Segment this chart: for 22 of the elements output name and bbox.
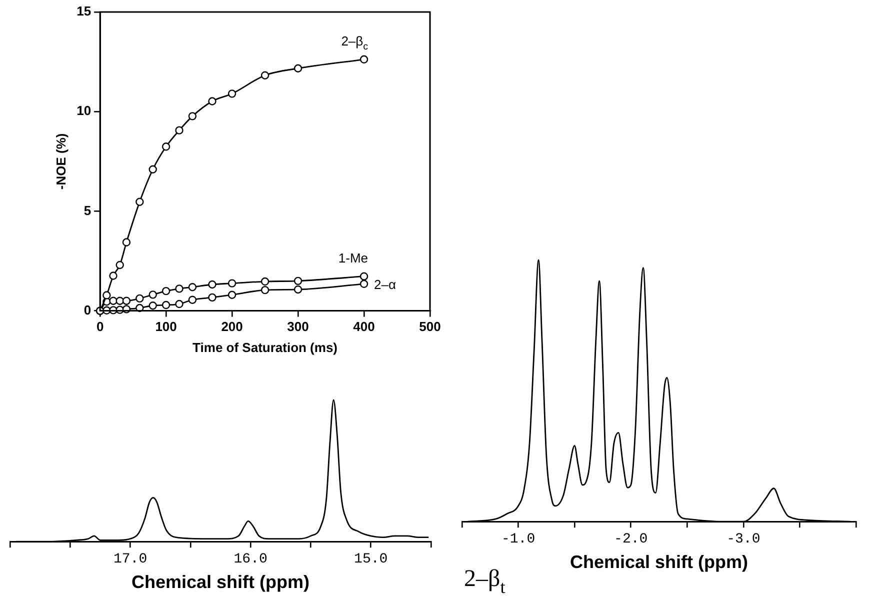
x-axis-title: Chemical shift (ppm) <box>570 552 748 572</box>
x-tick-label: -3.0 <box>726 532 760 548</box>
y-tick-label: 10 <box>76 103 92 118</box>
x-tick-label: 16.0 <box>234 552 268 568</box>
x-tick-label: 100 <box>155 319 177 334</box>
series-label: 1-Me <box>338 250 368 266</box>
series-label: 2–α <box>374 276 396 292</box>
x-tick-label: 500 <box>419 319 441 334</box>
x-axis-title: Time of Saturation (ms) <box>192 340 338 355</box>
y-tick-label: 0 <box>84 302 92 318</box>
x-tick-label: 300 <box>287 319 309 334</box>
x-tick-label: -1.0 <box>501 532 536 548</box>
x-tick-label: 17.0 <box>113 552 148 568</box>
x-tick-label: -2.0 <box>614 532 648 548</box>
x-tick-label: 15.0 <box>354 552 388 568</box>
y-tick-label: 15 <box>76 4 92 19</box>
y-tick-label: 5 <box>84 202 92 218</box>
x-axis-title: Chemical shift (ppm) <box>131 572 310 592</box>
x-tick-label: 0 <box>96 319 104 334</box>
y-axis-title: -NOE (%) <box>53 133 68 190</box>
x-tick-label: 400 <box>353 319 375 334</box>
x-tick-label: 200 <box>221 319 243 334</box>
